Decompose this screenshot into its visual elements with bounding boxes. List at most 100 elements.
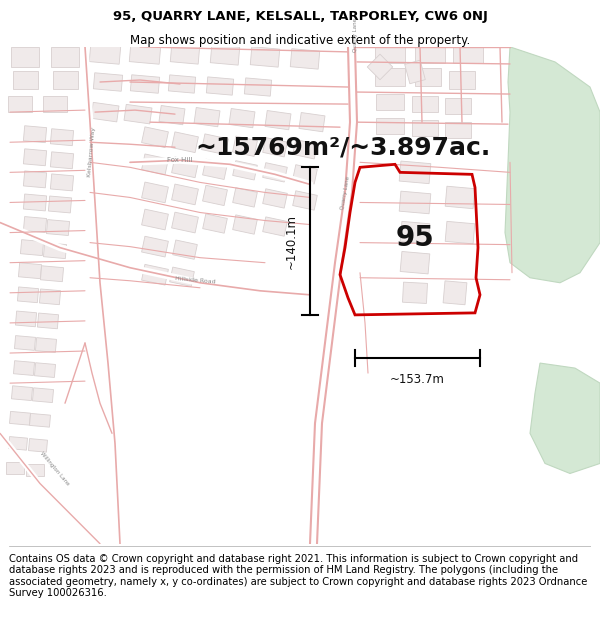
- Text: ~153.7m: ~153.7m: [390, 373, 445, 386]
- Bar: [29, 413, 50, 427]
- Bar: [210, 44, 240, 65]
- Bar: [293, 139, 317, 159]
- Bar: [172, 157, 199, 177]
- Bar: [172, 132, 199, 152]
- Bar: [50, 152, 74, 169]
- Text: Quarry Lane: Quarry Lane: [340, 175, 350, 209]
- Bar: [194, 107, 220, 127]
- Bar: [203, 159, 227, 179]
- Bar: [23, 149, 47, 166]
- Text: 95, QUARRY LANE, KELSALL, TARPORLEY, CW6 0NJ: 95, QUARRY LANE, KELSALL, TARPORLEY, CW6…: [113, 10, 487, 23]
- Bar: [49, 196, 71, 213]
- Bar: [14, 336, 35, 351]
- Bar: [91, 102, 119, 122]
- Bar: [170, 267, 194, 286]
- Text: Willington Lane: Willington Lane: [40, 451, 71, 486]
- Bar: [50, 174, 74, 191]
- Text: ~140.1m: ~140.1m: [285, 214, 298, 269]
- Bar: [412, 96, 438, 112]
- Bar: [445, 98, 471, 114]
- Bar: [159, 106, 185, 125]
- Bar: [17, 287, 38, 302]
- Bar: [89, 44, 121, 64]
- Text: Map shows position and indicative extent of the property.: Map shows position and indicative extent…: [130, 34, 470, 47]
- Bar: [142, 236, 169, 257]
- Bar: [34, 362, 56, 378]
- Bar: [415, 68, 441, 86]
- Bar: [203, 185, 227, 206]
- Bar: [94, 72, 122, 91]
- Bar: [35, 338, 56, 352]
- Bar: [53, 71, 77, 89]
- Bar: [129, 44, 161, 64]
- Bar: [375, 68, 405, 86]
- Bar: [202, 134, 229, 154]
- Bar: [51, 47, 79, 67]
- Bar: [124, 104, 152, 124]
- Bar: [130, 75, 160, 93]
- Polygon shape: [530, 363, 600, 474]
- Bar: [299, 112, 325, 132]
- Bar: [142, 209, 169, 230]
- Bar: [13, 71, 37, 89]
- Bar: [23, 126, 47, 142]
- Bar: [172, 212, 199, 233]
- Bar: [13, 361, 35, 376]
- Text: Hillside Road: Hillside Road: [175, 276, 215, 285]
- Bar: [375, 45, 405, 63]
- Bar: [404, 60, 425, 84]
- Bar: [399, 161, 431, 184]
- Bar: [8, 437, 28, 450]
- Bar: [412, 120, 438, 136]
- Bar: [142, 127, 169, 148]
- Bar: [233, 161, 257, 180]
- Text: Contains OS data © Crown copyright and database right 2021. This information is : Contains OS data © Crown copyright and d…: [9, 554, 587, 598]
- Bar: [293, 191, 317, 210]
- Text: Quarry Lane: Quarry Lane: [353, 18, 358, 52]
- Bar: [233, 136, 257, 156]
- Bar: [142, 264, 169, 285]
- Bar: [265, 111, 291, 130]
- Bar: [400, 251, 430, 274]
- Bar: [43, 242, 67, 259]
- Bar: [233, 215, 257, 234]
- Text: Fox Hill: Fox Hill: [167, 158, 193, 163]
- Bar: [26, 464, 44, 476]
- Bar: [403, 282, 428, 304]
- Bar: [20, 239, 44, 256]
- Bar: [415, 45, 445, 63]
- Bar: [43, 96, 67, 112]
- Text: ~15769m²/~3.897ac.: ~15769m²/~3.897ac.: [195, 135, 490, 159]
- Bar: [250, 47, 280, 67]
- Bar: [229, 109, 255, 127]
- Bar: [11, 386, 32, 401]
- Bar: [16, 311, 37, 327]
- Bar: [445, 122, 471, 138]
- Bar: [169, 75, 196, 93]
- Bar: [293, 165, 317, 184]
- Bar: [449, 71, 475, 89]
- Bar: [142, 154, 169, 174]
- Bar: [40, 289, 61, 305]
- Bar: [263, 189, 287, 208]
- Bar: [206, 77, 233, 95]
- Bar: [8, 96, 32, 112]
- Bar: [399, 191, 431, 214]
- Bar: [6, 462, 24, 474]
- Bar: [172, 184, 199, 205]
- Bar: [290, 49, 320, 69]
- Bar: [37, 313, 59, 329]
- Bar: [445, 186, 475, 209]
- Text: 95: 95: [395, 224, 434, 252]
- Bar: [233, 188, 257, 207]
- Bar: [263, 138, 287, 157]
- Bar: [23, 217, 47, 232]
- Bar: [453, 45, 483, 63]
- Bar: [203, 214, 227, 233]
- Bar: [11, 47, 39, 67]
- Bar: [19, 262, 41, 279]
- Text: Kelsbarrow Way: Kelsbarrow Way: [88, 127, 97, 178]
- Bar: [173, 240, 197, 259]
- Bar: [263, 162, 287, 182]
- Bar: [23, 194, 47, 211]
